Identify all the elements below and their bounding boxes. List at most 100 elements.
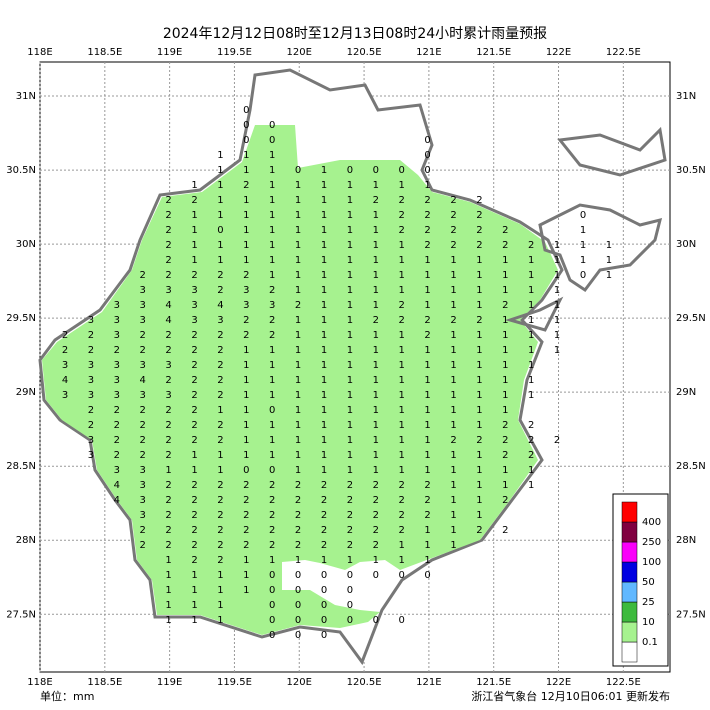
rainfall-value: 1 bbox=[554, 345, 560, 356]
rainfall-value: 1 bbox=[321, 255, 327, 266]
rainfall-value: 1 bbox=[217, 600, 223, 611]
rainfall-value: 1 bbox=[217, 210, 223, 221]
y-tick-label: 28.5N bbox=[676, 461, 706, 472]
rainfall-value: 2 bbox=[424, 480, 430, 491]
rainfall-value: 0 bbox=[347, 570, 353, 581]
rainfall-value: 2 bbox=[243, 315, 249, 326]
rainfall-value: 2 bbox=[347, 510, 353, 521]
rainfall-value: 2 bbox=[114, 450, 120, 461]
rainfall-value: 1 bbox=[269, 390, 275, 401]
rainfall-value: 2 bbox=[424, 510, 430, 521]
x-tick-label: 119E bbox=[157, 47, 182, 58]
rainfall-value: 3 bbox=[191, 300, 197, 311]
rainfall-value: 1 bbox=[580, 240, 586, 251]
rainfall-value: 2 bbox=[114, 435, 120, 446]
rainfall-value: 0 bbox=[373, 615, 379, 626]
rainfall-value: 1 bbox=[347, 315, 353, 326]
rainfall-value: 0 bbox=[399, 165, 405, 176]
rainfall-value: 1 bbox=[476, 270, 482, 281]
rainfall-value: 1 bbox=[399, 270, 405, 281]
rainfall-value: 0 bbox=[217, 225, 223, 236]
rainfall-value: 1 bbox=[399, 405, 405, 416]
rainfall-value: 1 bbox=[424, 300, 430, 311]
rainfall-value: 2 bbox=[88, 330, 94, 341]
rainfall-value: 1 bbox=[554, 300, 560, 311]
rainfall-value: 1 bbox=[554, 315, 560, 326]
rainfall-value: 1 bbox=[321, 450, 327, 461]
rainfall-value: 1 bbox=[450, 255, 456, 266]
rainfall-value: 1 bbox=[606, 270, 612, 281]
rainfall-value: 1 bbox=[295, 435, 301, 446]
y-tick-label: 28.5N bbox=[6, 461, 36, 472]
rainfall-value: 2 bbox=[140, 540, 146, 551]
rainfall-value: 1 bbox=[295, 210, 301, 221]
rainfall-value: 2 bbox=[140, 450, 146, 461]
rainfall-value: 2 bbox=[502, 225, 508, 236]
rainfall-value: 1 bbox=[295, 270, 301, 281]
rainfall-value: 1 bbox=[347, 360, 353, 371]
rainfall-value: 0 bbox=[399, 570, 405, 581]
rainfall-value: 1 bbox=[217, 450, 223, 461]
y-tick-label: 30N bbox=[676, 239, 696, 250]
rainfall-value: 2 bbox=[476, 315, 482, 326]
rainfall-value: 2 bbox=[399, 510, 405, 521]
rainfall-value: 1 bbox=[450, 510, 456, 521]
rainfall-value: 1 bbox=[295, 360, 301, 371]
rainfall-value: 4 bbox=[140, 375, 146, 386]
rainfall-value: 3 bbox=[114, 300, 120, 311]
rainfall-value: 2 bbox=[165, 195, 171, 206]
rainfall-value: 2 bbox=[399, 300, 405, 311]
rainfall-value: 3 bbox=[114, 465, 120, 476]
rainfall-value: 4 bbox=[165, 315, 171, 326]
rainfall-value: 1 bbox=[191, 240, 197, 251]
rainfall-value: 1 bbox=[399, 330, 405, 341]
rainfall-value: 1 bbox=[321, 165, 327, 176]
rainfall-value: 1 bbox=[373, 390, 379, 401]
rainfall-value: 1 bbox=[580, 255, 586, 266]
rainfall-value: 2 bbox=[321, 510, 327, 521]
x-tick-label: 122.5E bbox=[606, 47, 641, 58]
rainfall-value: 2 bbox=[191, 480, 197, 491]
rainfall-value: 2 bbox=[165, 375, 171, 386]
rainfall-value: 1 bbox=[528, 255, 534, 266]
rainfall-value: 1 bbox=[321, 435, 327, 446]
rainfall-value: 1 bbox=[217, 165, 223, 176]
rainfall-value: 0 bbox=[269, 465, 275, 476]
rainfall-value: 1 bbox=[399, 540, 405, 551]
rainfall-value: 1 bbox=[502, 270, 508, 281]
rainfall-value: 2 bbox=[476, 195, 482, 206]
rainfall-value: 3 bbox=[114, 375, 120, 386]
rainfall-value: 2 bbox=[295, 510, 301, 521]
rainfall-value: 1 bbox=[399, 390, 405, 401]
rainfall-value: 2 bbox=[217, 435, 223, 446]
rainfall-value: 2 bbox=[321, 495, 327, 506]
rainfall-value: 1 bbox=[191, 465, 197, 476]
rainfall-value: 2 bbox=[217, 480, 223, 491]
legend: 0.1 10 25 50 100 250 400 bbox=[621, 501, 661, 663]
rainfall-value: 1 bbox=[424, 540, 430, 551]
rainfall-value: 2 bbox=[88, 405, 94, 416]
rainfall-value: 1 bbox=[450, 285, 456, 296]
rainfall-value: 0 bbox=[243, 105, 249, 116]
rainfall-value: 1 bbox=[399, 420, 405, 431]
rainfall-value: 3 bbox=[140, 285, 146, 296]
x-tick-label: 120.5E bbox=[347, 677, 382, 688]
rainfall-value: 2 bbox=[165, 540, 171, 551]
rainfall-value: 2 bbox=[399, 480, 405, 491]
rainfall-value: 1 bbox=[321, 210, 327, 221]
rainfall-value: 1 bbox=[424, 255, 430, 266]
rainfall-value: 2 bbox=[140, 270, 146, 281]
rainfall-value: 1 bbox=[269, 180, 275, 191]
rainfall-value: 1 bbox=[476, 420, 482, 431]
rainfall-value: 1 bbox=[502, 405, 508, 416]
x-tick-label: 119E bbox=[157, 677, 182, 688]
rainfall-value: 1 bbox=[191, 210, 197, 221]
rainfall-value: 1 bbox=[243, 420, 249, 431]
x-tick-label: 120.5E bbox=[347, 47, 382, 58]
rainfall-value: 3 bbox=[88, 450, 94, 461]
rainfall-value: 3 bbox=[88, 360, 94, 371]
source-label: 浙江省气象台 12月10日06:01 更新发布 bbox=[471, 689, 670, 703]
rainfall-value: 1 bbox=[295, 225, 301, 236]
rainfall-value: 1 bbox=[165, 465, 171, 476]
rainfall-value: 0 bbox=[347, 615, 353, 626]
